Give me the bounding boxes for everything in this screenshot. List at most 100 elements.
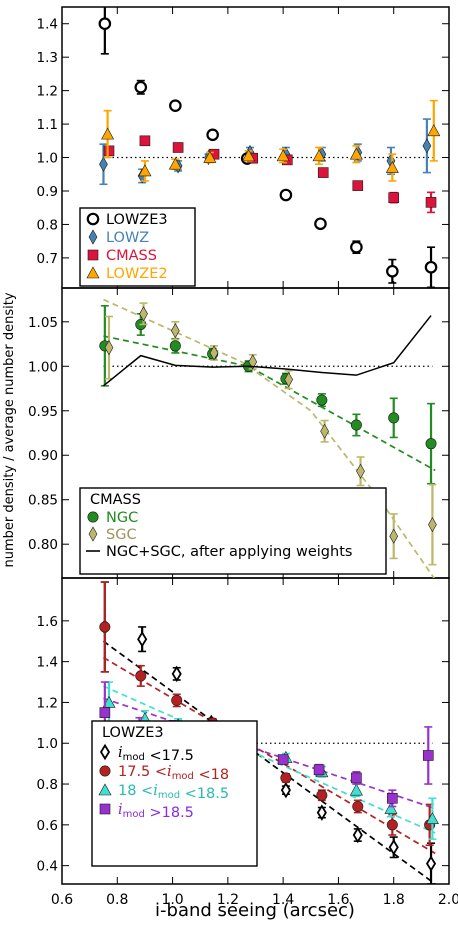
bottom-data-point	[316, 789, 328, 801]
bottom-legend-label: 17.5 <imod <18	[118, 764, 229, 783]
bottom-legend-label: imod <17.5	[118, 745, 194, 764]
middle-data-point	[389, 528, 399, 544]
top-data-point	[352, 180, 364, 191]
top-legend-marker	[88, 229, 98, 245]
middle-data-point	[284, 372, 294, 388]
top-data-point	[349, 147, 363, 160]
middle-legend-marker	[87, 511, 99, 523]
middle-data-point	[316, 394, 328, 406]
top-data-point	[103, 145, 115, 157]
top-legend-box	[79, 207, 196, 287]
middle-ytick-label: 0.95	[28, 404, 58, 420]
top-data-group	[98, 7, 441, 288]
bottom-data-point	[171, 665, 182, 683]
top-data-point	[101, 127, 115, 140]
middle-legend-label: SGC	[106, 527, 137, 543]
top-data-point	[425, 197, 437, 208]
bottom-legend-label: 18 <imod <18.5	[118, 783, 229, 802]
top-data-point	[386, 264, 399, 278]
top-ytick-label: 1.4	[37, 17, 58, 33]
bottom-panel-frame	[61, 577, 450, 885]
xtick-label: 0.6	[51, 892, 73, 908]
top-legend-label: LOWZ	[106, 230, 149, 246]
bottom-data-point	[99, 621, 111, 633]
bottom-legend-marker	[99, 803, 111, 815]
x-axis-label: i-band seeing (arcsec)	[155, 900, 355, 921]
bottom-ytick-label: 1.0	[37, 736, 58, 752]
bottom-data-point	[388, 839, 399, 856]
bottom-fit-line	[103, 685, 436, 834]
bottom-legend-label: imod >18.5	[118, 802, 194, 821]
top-data-point	[206, 128, 219, 142]
top-data-point	[317, 167, 329, 178]
bottom-data-point	[137, 630, 148, 648]
top-data-point	[424, 260, 438, 274]
bottom-ytick-label: 0.6	[37, 818, 58, 834]
top-data-point	[276, 149, 290, 162]
bottom-data-point	[351, 772, 362, 784]
bottom-legend-marker	[99, 743, 111, 761]
middle-data-point	[428, 517, 437, 533]
bottom-data-point	[352, 800, 364, 812]
bottom-data-point	[313, 764, 325, 776]
bottom-ytick-label: 1.4	[37, 655, 58, 671]
top-ytick-label: 0.8	[37, 217, 58, 233]
top-data-point	[168, 157, 182, 170]
top-ytick-label: 0.9	[37, 184, 58, 200]
panel-frames: 0.7 0.8 0.9 1.0 1.1 1.2 1.3 1.4 0.80 0.85 0.90 0.95…	[28, 6, 458, 908]
bottom-data-point	[316, 804, 327, 821]
top-legend-marker	[86, 212, 100, 226]
middle-ytick-label: 1.00	[28, 359, 58, 375]
xtick-label: 1.6	[327, 892, 349, 908]
xtick-label: 1.4	[272, 892, 294, 908]
bottom-data-point	[384, 801, 398, 814]
top-data-point	[242, 149, 256, 162]
bottom-ytick-label: 0.8	[37, 777, 58, 793]
middle-series-line	[102, 315, 432, 387]
bottom-ytick-label: 1.2	[37, 695, 58, 711]
bottom-data-point	[277, 754, 289, 765]
middle-legend-marker	[88, 526, 98, 542]
middle-data-point	[425, 438, 437, 450]
middle-data-point	[248, 354, 258, 370]
bottom-legend-marker	[99, 765, 111, 777]
middle-data-point	[388, 412, 400, 424]
top-data-point	[312, 149, 326, 162]
top-data-point	[427, 124, 441, 137]
bottom-fit-line	[102, 640, 436, 884]
top-ytick-label: 1.2	[37, 84, 58, 100]
middle-data-point	[356, 463, 365, 479]
top-ytick-label: 1.0	[37, 151, 58, 167]
middle-legend-box	[79, 487, 387, 575]
top-data-point	[203, 150, 217, 163]
middle-data-group	[99, 298, 437, 578]
top-data-point	[134, 80, 148, 94]
legends: LOWZE3 LOWZ CMASS LOWZE2 CMASS NGCSGCNGC+SGC,…	[79, 207, 387, 867]
top-data-point	[139, 135, 151, 147]
bottom-fit-line	[103, 697, 436, 810]
top-data-point	[279, 188, 293, 202]
bottom-data-point	[387, 793, 398, 804]
top-ytick-label: 1.1	[37, 117, 58, 133]
middle-ytick-label: 0.90	[28, 448, 58, 464]
top-legend-marker	[86, 266, 100, 279]
bottom-data-point	[425, 855, 437, 872]
middle-legend-label: NGC+SGC, after applying weights	[106, 544, 352, 560]
y-axis-label: number density / average number density	[2, 292, 17, 567]
top-data-point	[98, 17, 112, 31]
top-legend-marker	[87, 249, 99, 261]
middle-legend-label: NGC	[106, 510, 138, 526]
top-legend-label: LOWZE3	[106, 212, 168, 228]
middle-data-point	[350, 419, 362, 431]
xtick-label: 1.2	[217, 892, 239, 908]
bottom-legend-box	[91, 720, 258, 867]
bottom-data-point	[99, 707, 111, 718]
top-data-point	[138, 164, 152, 177]
middle-data-point	[320, 423, 329, 439]
middle-data-point	[170, 323, 180, 339]
top-legend-label: LOWZE2	[106, 266, 168, 282]
top-data-point	[314, 217, 327, 231]
bottom-legend-marker	[98, 783, 112, 796]
top-ytick-label: 1.3	[37, 50, 58, 66]
